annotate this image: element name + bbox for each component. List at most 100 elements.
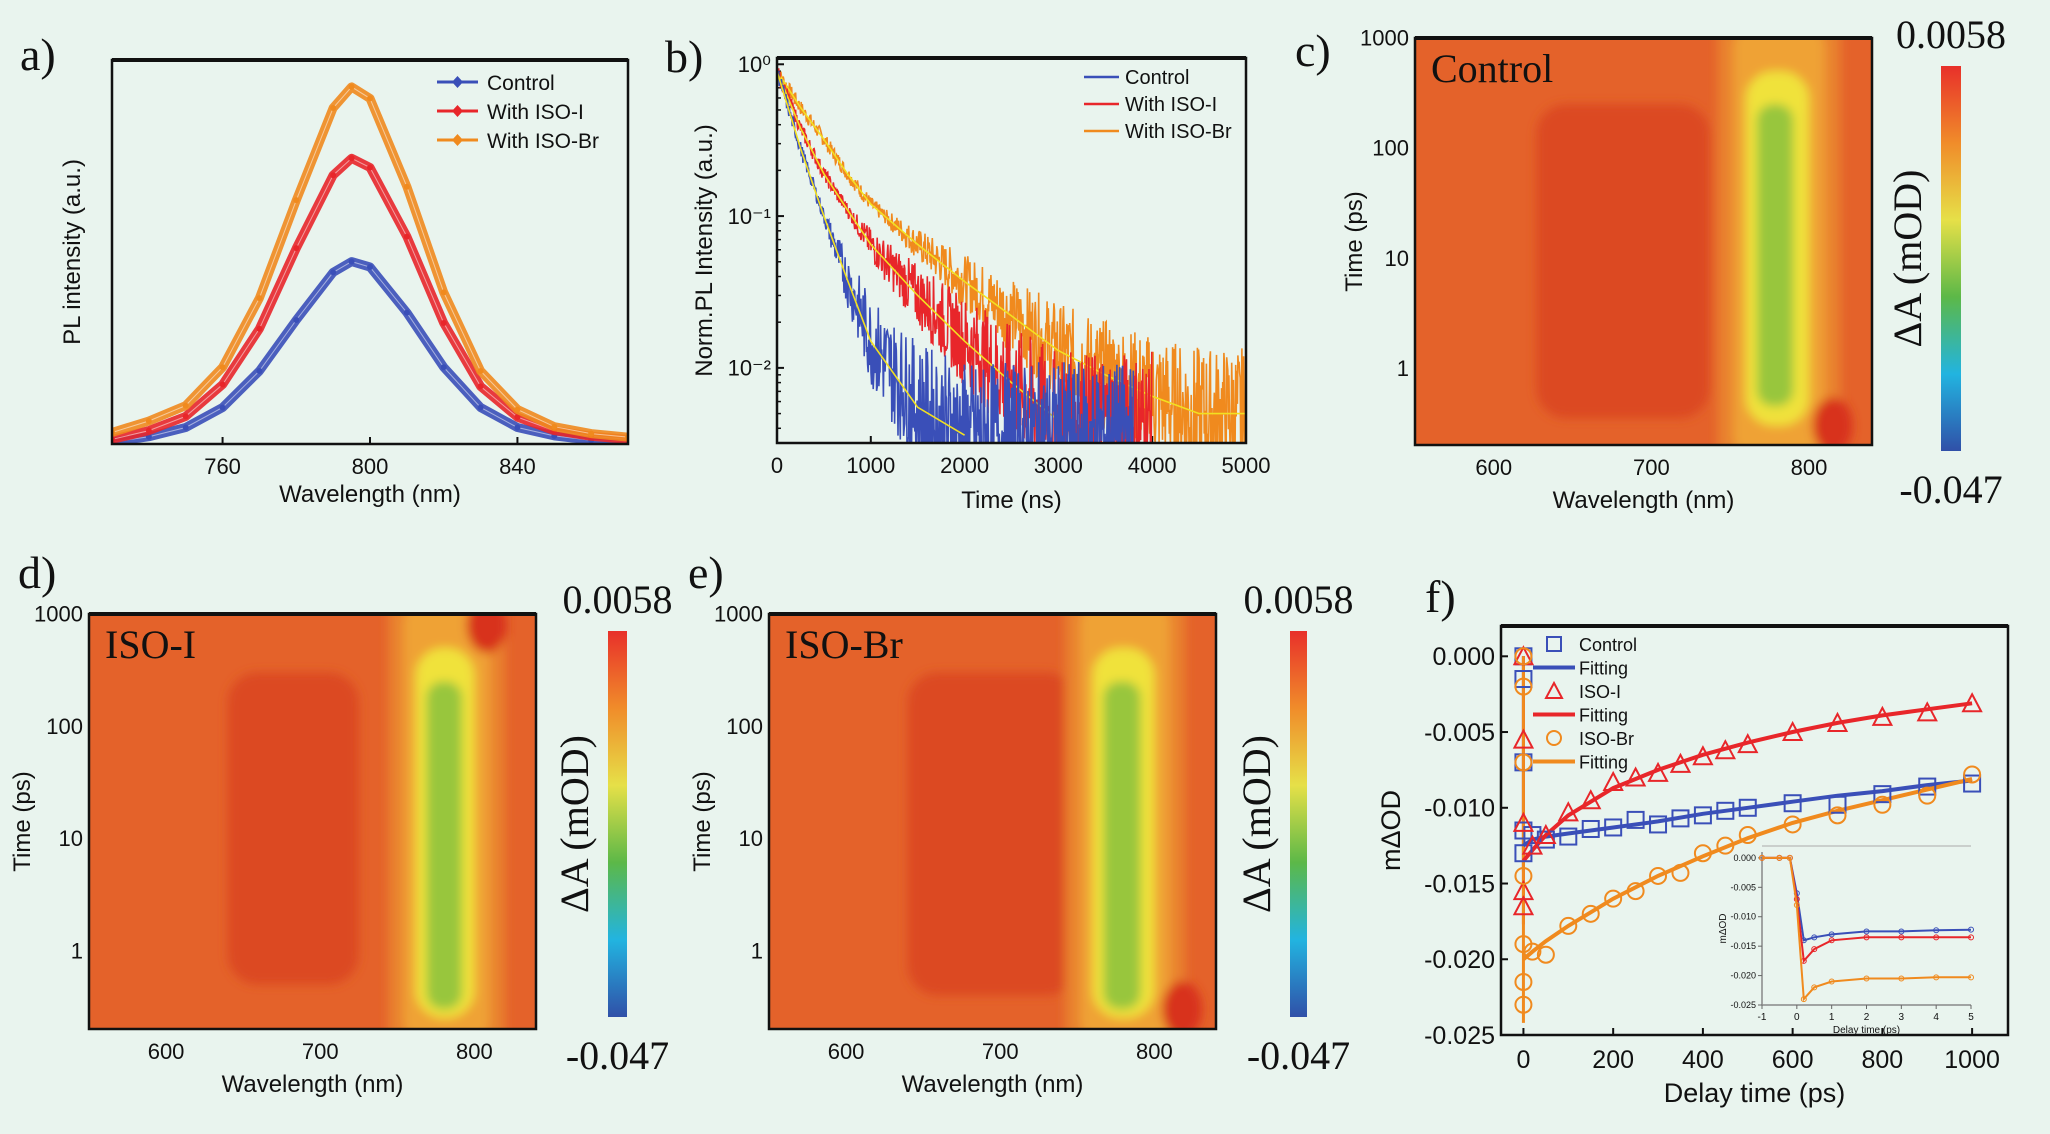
circle-marker xyxy=(1873,795,1892,814)
inset-y-tick-label: -0.005 xyxy=(1730,882,1756,892)
y-tick-label: 1000 xyxy=(34,602,83,627)
circle-marker xyxy=(1783,815,1802,834)
inset-x-tick-label: 3 xyxy=(1899,1012,1905,1023)
data-point xyxy=(514,414,521,421)
inset-data-point xyxy=(1863,934,1870,941)
panel-label: d) xyxy=(18,547,56,598)
data-point xyxy=(477,368,484,375)
bleach-core xyxy=(1756,104,1794,407)
x-tick-label: 5000 xyxy=(1222,453,1271,478)
data-point xyxy=(348,83,355,90)
inset-data-point xyxy=(1828,978,1835,985)
y-axis-label: Time (ps) xyxy=(9,771,36,871)
triangle-marker xyxy=(1916,701,1938,722)
panel-d: 600 700 800 1 10 100 1000 Wavelength (nm) Time (… xyxy=(9,547,673,1098)
y-tick-label: 1 xyxy=(1397,356,1409,381)
inset-x-tick-label: -1 xyxy=(1758,1012,1767,1023)
colorbar-scale xyxy=(608,631,627,1017)
x-tick-label: 600 xyxy=(148,1039,185,1064)
data-point xyxy=(440,364,447,371)
data-point xyxy=(367,263,373,270)
bleach-core xyxy=(426,681,463,1010)
legend-label: With ISO-I xyxy=(1125,94,1217,116)
data-point xyxy=(293,197,300,204)
inset-data-point xyxy=(1933,927,1940,934)
colorbar-title: ΔA (mOD) xyxy=(1885,170,1930,348)
colorbar-scale xyxy=(1941,66,1961,451)
inset-x-tick-label: 4 xyxy=(1933,1012,1939,1023)
panel-c: 600 700 800 1 10 100 1000 Wavelength (nm) Time (… xyxy=(1295,12,2006,514)
square-marker xyxy=(1963,774,1982,793)
square-marker xyxy=(1671,809,1690,828)
inset-x-tick-label: 0 xyxy=(1794,1012,1800,1023)
square-marker xyxy=(1716,801,1735,820)
inset-data-point xyxy=(1776,854,1783,861)
circle-marker xyxy=(1514,677,1533,696)
panel-label: b) xyxy=(665,31,703,82)
data-point xyxy=(256,368,263,375)
circle-marker xyxy=(1536,945,1555,964)
series-highlight-0 xyxy=(112,261,628,443)
triangle-marker xyxy=(1961,692,1983,713)
x-tick-label: 3000 xyxy=(1034,453,1083,478)
inset-data-point xyxy=(1968,974,1974,981)
data-point xyxy=(440,289,447,296)
inset-y-axis-label: mΔOD xyxy=(1718,913,1729,943)
y-tick-label: 1 xyxy=(71,938,83,963)
positive-absorption-region xyxy=(907,672,1078,996)
data-point xyxy=(293,245,300,252)
y-tick-label: -0.010 xyxy=(1424,795,1495,823)
y-tick-label: -0.020 xyxy=(1424,946,1495,974)
colorbar-max-label: 0.0058 xyxy=(1896,12,2006,57)
colorbar-title: ΔA (mOD) xyxy=(552,735,597,913)
x-tick-label: 700 xyxy=(982,1039,1019,1064)
decay-trace-0 xyxy=(777,70,1135,443)
circle-marker xyxy=(1828,806,1847,825)
circle-marker xyxy=(1693,844,1712,863)
panel-f: 0 200 400 600 800 1000 0.000 -0.005 -0.010 -0.015… xyxy=(1376,571,2010,1108)
triangle-marker xyxy=(1624,766,1647,787)
legend-label: Fitting xyxy=(1579,659,1628,679)
heatmap-contours xyxy=(907,614,1203,1029)
x-tick-label: 400 xyxy=(1682,1046,1724,1074)
triangle-marker xyxy=(1557,801,1579,822)
data-point xyxy=(330,269,337,276)
data-point xyxy=(348,155,355,162)
y-tick-label: 10⁻² xyxy=(728,356,771,381)
x-axis-label: Wavelength (nm) xyxy=(902,1071,1084,1098)
legend-diamond-marker xyxy=(452,76,463,88)
y-tick-label: 1000 xyxy=(1360,26,1409,51)
sample-annotation: Control xyxy=(1431,46,1553,91)
inset-data-point xyxy=(1811,934,1818,941)
triangle-marker xyxy=(1826,711,1849,732)
circle-marker xyxy=(1523,942,1542,961)
y-tick-label: 10 xyxy=(739,826,763,851)
legend-diamond-marker xyxy=(452,105,463,117)
positive-spot xyxy=(1812,397,1853,445)
data-point xyxy=(403,233,410,240)
circle-marker xyxy=(1738,826,1757,845)
inset-data-point xyxy=(1968,934,1974,941)
triangle-marker xyxy=(1737,733,1759,754)
triangle-marker xyxy=(1512,811,1535,832)
square-marker xyxy=(1693,806,1712,825)
x-tick-label: 4000 xyxy=(1128,453,1177,478)
legend-circle-marker xyxy=(1546,730,1562,746)
triangle-marker xyxy=(1871,705,1894,726)
circle-marker xyxy=(1649,866,1668,885)
legend-label: ISO-I xyxy=(1579,682,1621,702)
square-marker xyxy=(1783,794,1802,813)
panel-e: 600 700 800 1 10 100 1000 Wavelength (nm) Time (… xyxy=(688,547,1354,1098)
data-point xyxy=(330,105,337,111)
inset-data-point xyxy=(1811,984,1818,991)
inset-data-point xyxy=(1863,975,1870,982)
data-point xyxy=(588,430,595,437)
inset-x-tick-label: 1 xyxy=(1829,1012,1835,1023)
panel-b: 0 1000 2000 3000 4000 5000 10⁰ 10⁻¹ 10⁻² Time (ns… xyxy=(665,31,1270,514)
y-tick-label: 10⁻¹ xyxy=(728,204,771,229)
heatmap-contours xyxy=(227,614,507,1029)
positive-spot xyxy=(1162,981,1203,1029)
data-point xyxy=(182,402,189,409)
triangle-marker xyxy=(1714,739,1737,760)
